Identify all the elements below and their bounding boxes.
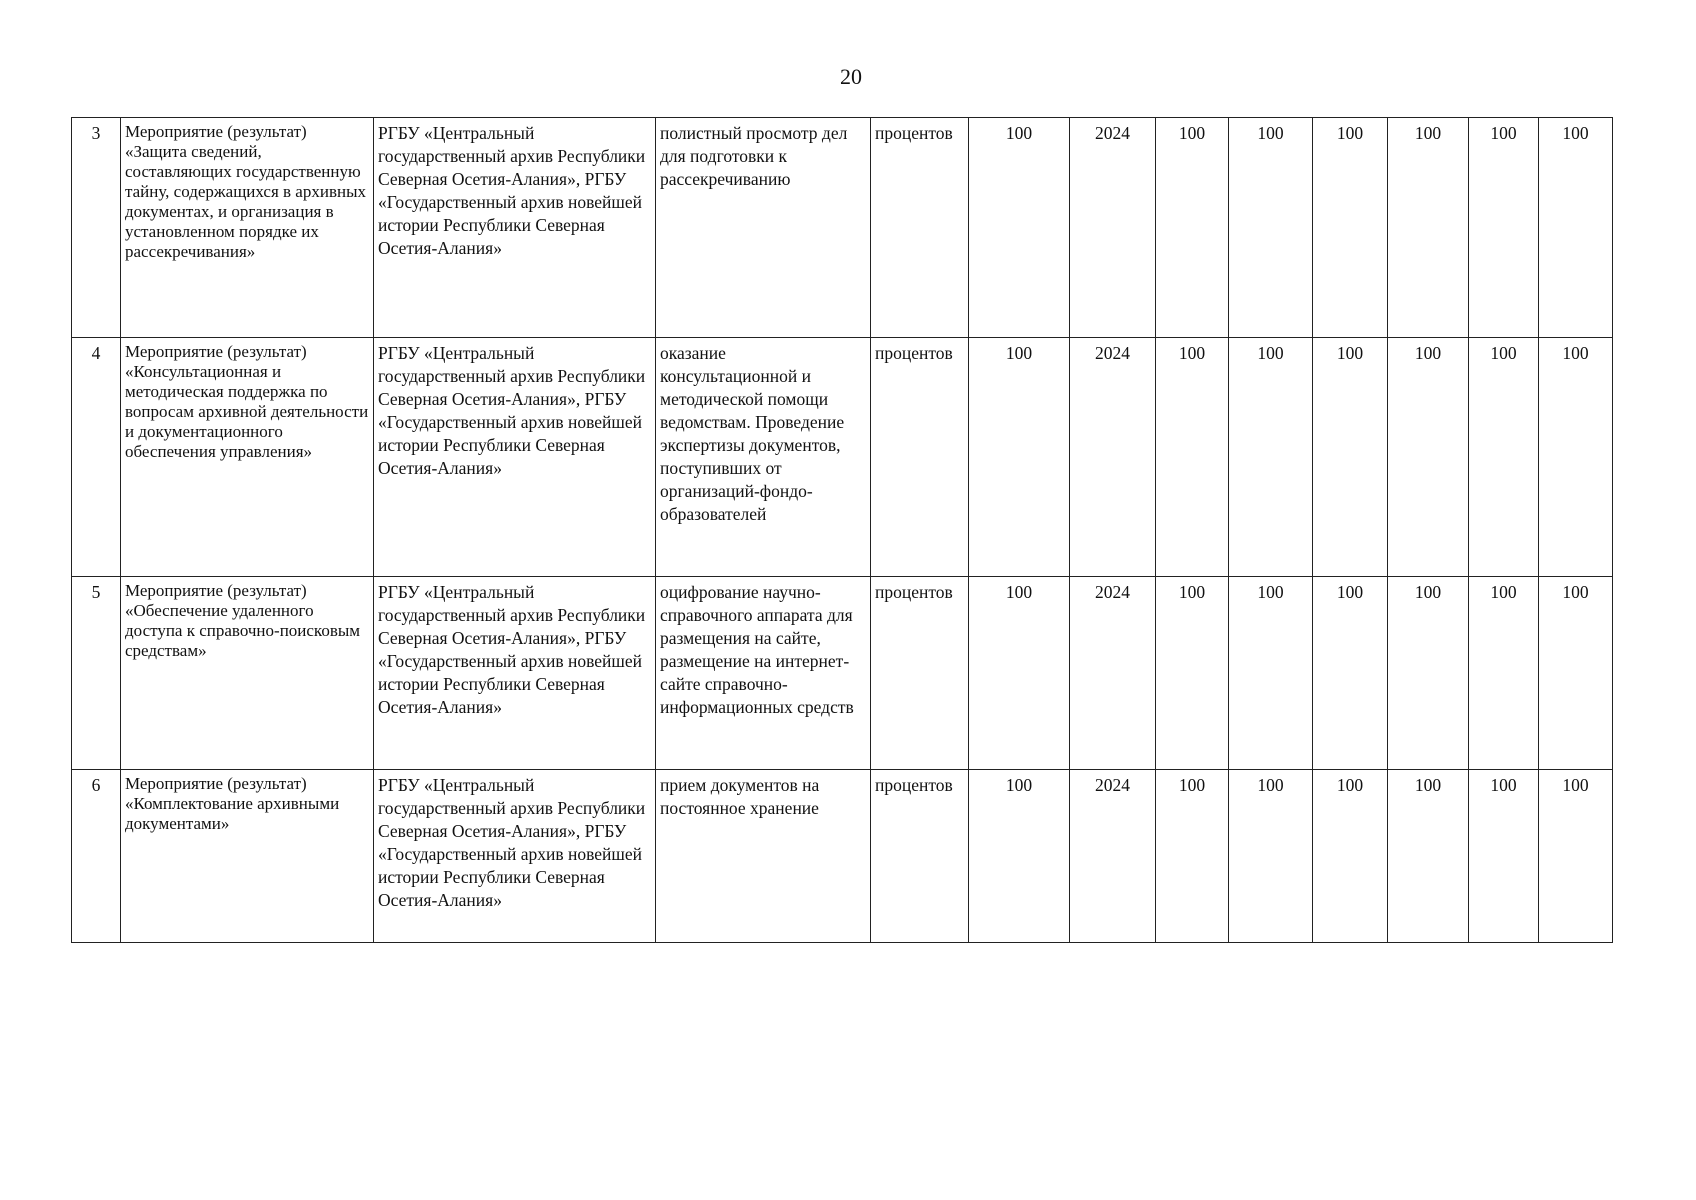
value-4: 100 (1387, 117, 1469, 338)
value-1: 100 (1155, 576, 1229, 770)
value-6: 100 (1538, 769, 1613, 943)
row-number: 5 (71, 576, 121, 770)
base-year: 2024 (1069, 337, 1156, 577)
value-5: 100 (1468, 117, 1539, 338)
responsible: РГБУ «Центральный государственный архив … (373, 117, 656, 338)
value-5: 100 (1468, 337, 1539, 577)
table-row: 4 Мероприятие (результат) «Консультацион… (71, 337, 1613, 577)
value-2: 100 (1228, 576, 1313, 770)
value-1: 100 (1155, 337, 1229, 577)
results-table: 3 Мероприятие (результат) «Защита сведен… (71, 117, 1613, 943)
unit: процентов (870, 769, 969, 943)
value-3: 100 (1312, 117, 1388, 338)
value-2: 100 (1228, 117, 1313, 338)
base-year: 2024 (1069, 769, 1156, 943)
base-year: 2024 (1069, 576, 1156, 770)
responsible: РГБУ «Центральный государственный архив … (373, 576, 656, 770)
value-4: 100 (1387, 337, 1469, 577)
table-row: 5 Мероприятие (результат) «Обеспечение у… (71, 576, 1613, 770)
value-5: 100 (1468, 576, 1539, 770)
event-name: Мероприятие (результат) «Защита сведений… (120, 117, 374, 338)
unit: процентов (870, 337, 969, 577)
value-6: 100 (1538, 337, 1613, 577)
event-name: Мероприятие (результат) «Консультационна… (120, 337, 374, 577)
value-3: 100 (1312, 769, 1388, 943)
row-number: 6 (71, 769, 121, 943)
value-3: 100 (1312, 576, 1388, 770)
value-3: 100 (1312, 337, 1388, 577)
table-row: 3 Мероприятие (результат) «Защита сведен… (71, 117, 1613, 338)
note: оказание консультационной и методической… (655, 337, 871, 577)
event-name: Мероприятие (результат) «Комплектование … (120, 769, 374, 943)
value-6: 100 (1538, 576, 1613, 770)
value-5: 100 (1468, 769, 1539, 943)
value-6: 100 (1538, 117, 1613, 338)
base-value: 100 (968, 337, 1070, 577)
value-4: 100 (1387, 769, 1469, 943)
responsible: РГБУ «Центральный государственный архив … (373, 769, 656, 943)
value-1: 100 (1155, 769, 1229, 943)
row-number: 4 (71, 337, 121, 577)
event-name: Мероприятие (результат) «Обеспечение уда… (120, 576, 374, 770)
row-number: 3 (71, 117, 121, 338)
value-4: 100 (1387, 576, 1469, 770)
value-1: 100 (1155, 117, 1229, 338)
base-year: 2024 (1069, 117, 1156, 338)
base-value: 100 (968, 576, 1070, 770)
unit: процентов (870, 117, 969, 338)
note: полистный просмотр дел для подготовки к … (655, 117, 871, 338)
unit: процентов (870, 576, 969, 770)
base-value: 100 (968, 769, 1070, 943)
value-2: 100 (1228, 337, 1313, 577)
table-row: 6 Мероприятие (результат) «Комплектовани… (71, 769, 1613, 943)
page-number: 20 (840, 64, 862, 89)
note: оцифрование научно-справочного аппарата … (655, 576, 871, 770)
note: прием документов на постоянное хранение (655, 769, 871, 943)
value-2: 100 (1228, 769, 1313, 943)
base-value: 100 (968, 117, 1070, 338)
responsible: РГБУ «Центральный государственный архив … (373, 337, 656, 577)
